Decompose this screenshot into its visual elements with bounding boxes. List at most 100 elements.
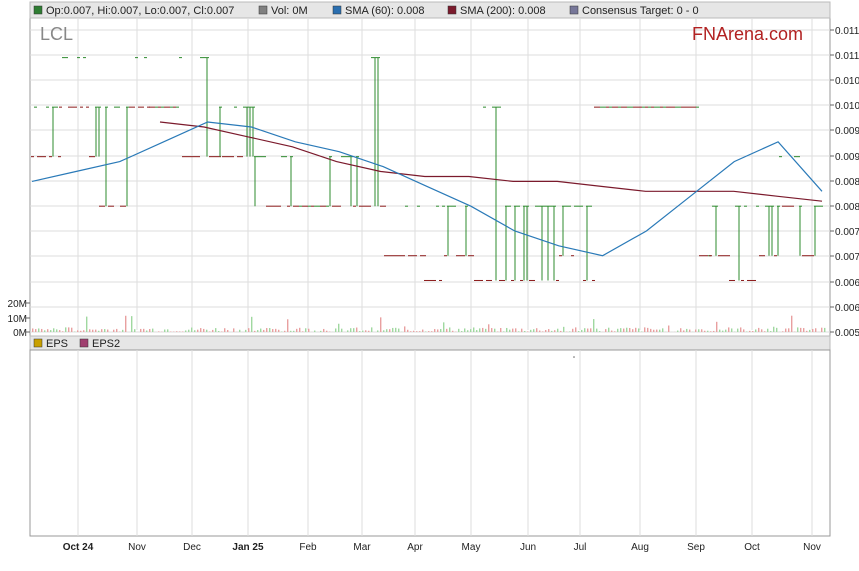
volume-bar: [725, 330, 726, 332]
volume-bar: [506, 328, 507, 332]
volume-bar: [545, 330, 546, 332]
volume-bar: [68, 327, 69, 332]
volume-bar: [797, 327, 798, 332]
volume-bar: [710, 331, 711, 332]
volume-bar: [572, 329, 573, 332]
legend-label: SMA (60): 0.008: [345, 5, 425, 17]
y-axis-ticks: 0.0110.0110.0100.0100.0090.0090.0080.008…: [830, 26, 859, 339]
eps-dot: [573, 356, 575, 358]
eps-legend-label: EPS2: [92, 338, 120, 350]
volume-bar: [89, 329, 90, 332]
volume-bar: [338, 324, 339, 332]
volume-bar: [548, 329, 549, 332]
volume-bar: [188, 330, 189, 332]
volume-bar: [392, 328, 393, 332]
volume-bar: [80, 331, 81, 332]
volume-bar: [737, 329, 738, 332]
volume-bar: [113, 330, 114, 332]
x-tick-label: May: [462, 542, 481, 553]
volume-bar: [212, 330, 213, 332]
volume-bar: [299, 328, 300, 332]
price-panel: [30, 18, 830, 348]
volume-bar: [143, 329, 144, 332]
y-tick-label: 0.006: [835, 278, 859, 289]
volume-bar: [668, 326, 669, 332]
volume-bar: [440, 329, 441, 332]
volume-bar: [644, 327, 645, 332]
volume-bar: [605, 329, 606, 332]
volume-bar: [302, 331, 303, 332]
volume-bar: [104, 329, 105, 332]
volume-bar: [287, 319, 288, 332]
volume-bar: [746, 331, 747, 332]
volume-bar: [791, 316, 792, 332]
volume-bar: [764, 331, 765, 332]
volume-bar: [263, 330, 264, 332]
legend-swatch: [333, 6, 341, 14]
volume-bar: [146, 331, 147, 332]
volume-bar: [224, 328, 225, 332]
volume-bar: [491, 328, 492, 332]
volume-bar: [323, 329, 324, 332]
x-tick-label: Mar: [353, 542, 371, 553]
volume-bar: [740, 327, 741, 332]
x-tick-label: Jan 25: [232, 542, 264, 553]
volume-bar: [56, 329, 57, 332]
volume-bar: [416, 331, 417, 332]
volume-bar: [446, 329, 447, 332]
volume-bar: [815, 328, 816, 332]
volume-bar: [140, 329, 141, 332]
volume-bar: [176, 331, 177, 332]
volume-bar: [758, 328, 759, 332]
volume-bar: [599, 331, 600, 332]
volume-bar: [134, 329, 135, 332]
volume-bar: [269, 328, 270, 332]
volume-bar: [806, 331, 807, 332]
volume-bar: [437, 329, 438, 332]
volume-bar: [596, 329, 597, 332]
volume-bar: [371, 327, 372, 332]
eps-panel: [30, 350, 830, 536]
volume-bar: [239, 330, 240, 332]
volume-bar: [587, 329, 588, 332]
y-tick-label: 0.008: [835, 202, 859, 213]
volume-bar: [701, 329, 702, 332]
volume-bar: [428, 331, 429, 332]
volume-bar: [65, 327, 66, 332]
volume-bar: [443, 322, 444, 332]
volume-bar: [542, 331, 543, 332]
volume-bar: [515, 328, 516, 332]
y-tick-label: 0.008: [835, 177, 859, 188]
volume-bar: [803, 328, 804, 332]
volume-bar: [524, 331, 525, 332]
volume-bar: [479, 328, 480, 332]
volume-bar: [275, 329, 276, 332]
volume-bar: [386, 329, 387, 332]
volume-bar: [581, 330, 582, 332]
volume-bar: [821, 328, 822, 332]
volume-bar: [59, 330, 60, 332]
volume-bar: [722, 331, 723, 332]
volume-bar: [395, 328, 396, 332]
volume-bar: [353, 328, 354, 332]
volume-bar: [431, 331, 432, 332]
volume-bar: [398, 329, 399, 332]
volume-bar: [686, 329, 687, 332]
volume-bar: [422, 330, 423, 332]
volume-bar: [38, 328, 39, 332]
volume-bar: [755, 329, 756, 332]
volume-bar: [731, 328, 732, 332]
y-tick-label: 0.010: [835, 101, 859, 112]
y-tick-label: 0.007: [835, 252, 859, 263]
volume-bar: [767, 329, 768, 332]
volume-bar: [209, 331, 210, 332]
volume-bar: [782, 331, 783, 332]
volume-bar: [320, 331, 321, 332]
y-tick-label: 0.011: [835, 26, 859, 37]
volume-bar: [314, 331, 315, 332]
volume-bar: [47, 329, 48, 332]
volume-bar: [575, 327, 576, 332]
